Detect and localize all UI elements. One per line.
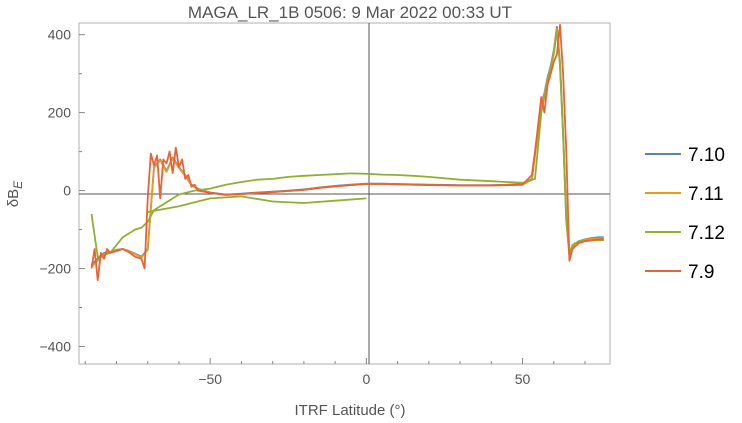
- legend-label: 7.9: [688, 262, 714, 283]
- x-ticks: −50 0 50: [84, 358, 586, 387]
- series-group: [90, 23, 604, 282]
- x-axis-label: ITRF Latitude (°): [294, 402, 405, 419]
- y-axis-label-sub: E: [11, 180, 25, 189]
- series-line-7-12: [90, 29, 604, 258]
- y-ticks: −400 −200 0 200 400: [39, 27, 85, 354]
- y-tick-label: 200: [48, 105, 72, 121]
- y-tick-label: 400: [48, 27, 72, 43]
- x-tick-label: 50: [515, 371, 531, 387]
- y-axis-label: δBE: [5, 180, 25, 207]
- y-tick-label: −400: [39, 338, 71, 354]
- series-line-7-12: [147, 195, 367, 213]
- series-line-7-9: [90, 23, 604, 282]
- y-tick-label: 0: [63, 183, 71, 199]
- legend-label: 7.11: [688, 184, 724, 205]
- series-line-7-10: [90, 25, 604, 266]
- y-axis-label-main: δB: [5, 189, 22, 207]
- legend: 7.10 7.11 7.12 7.9: [645, 145, 725, 283]
- series-line-7-11: [90, 27, 604, 268]
- x-tick-label: 0: [362, 371, 370, 387]
- legend-label: 7.10: [688, 145, 725, 166]
- y-tick-label: −200: [39, 261, 71, 277]
- legend-label: 7.12: [688, 223, 725, 244]
- chart-title: MAGA_LR_1B 0506: 9 Mar 2022 00:33 UT: [188, 3, 512, 22]
- x-tick-label: −50: [198, 371, 222, 387]
